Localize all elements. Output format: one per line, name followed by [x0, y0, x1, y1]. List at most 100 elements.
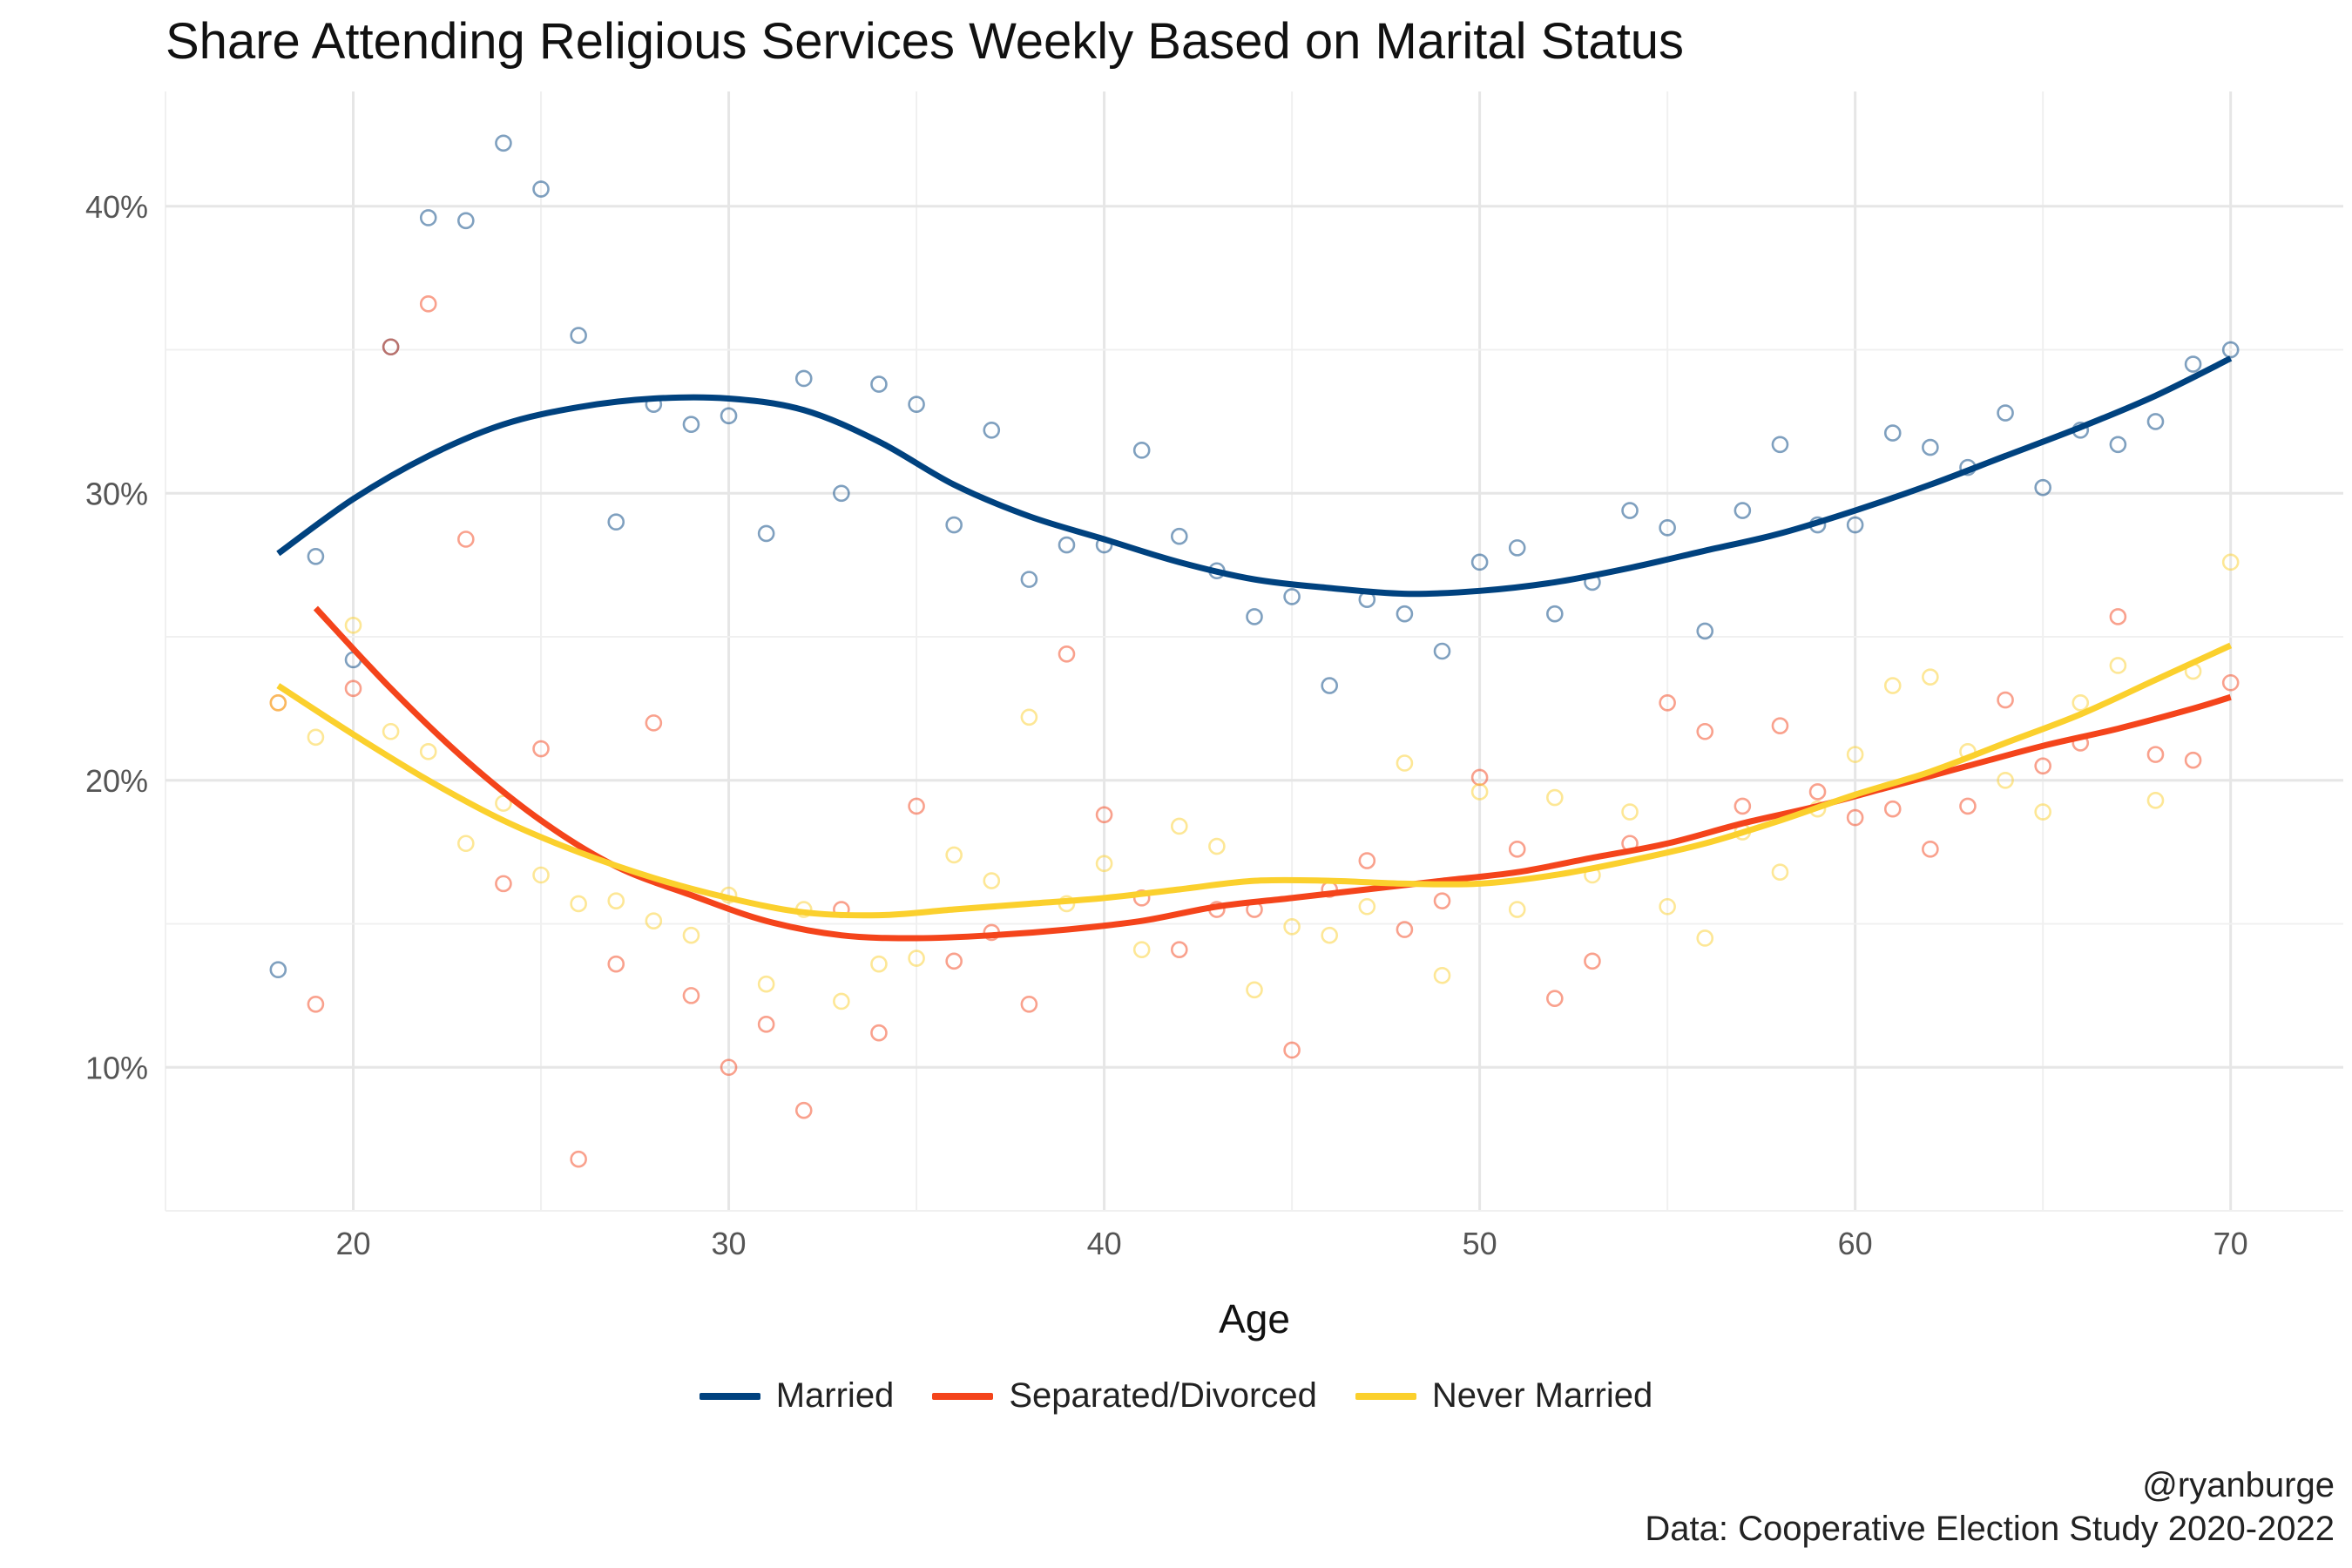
- point-married: [870, 375, 888, 393]
- point-separated-divorced: [1170, 941, 1188, 958]
- point-married: [945, 516, 963, 534]
- point-separated-divorced: [720, 1058, 738, 1077]
- point-never-married: [2109, 657, 2127, 674]
- point-married: [1170, 527, 1188, 545]
- point-never-married: [2146, 792, 2165, 809]
- legend-swatch: [699, 1392, 760, 1400]
- x-tick-label: 70: [2213, 1226, 2248, 1261]
- point-separated-divorced: [1808, 783, 1827, 801]
- point-married: [1696, 622, 1714, 640]
- point-never-married: [1170, 817, 1188, 835]
- point-separated-divorced: [1659, 694, 1676, 712]
- point-never-married: [1546, 788, 1564, 807]
- point-never-married: [757, 975, 775, 993]
- point-never-married: [1470, 783, 1489, 801]
- point-never-married: [495, 794, 512, 812]
- point-separated-divorced: [532, 740, 550, 758]
- point-separated-divorced: [1358, 852, 1376, 869]
- point-separated-divorced: [1283, 1041, 1301, 1059]
- point-separated-divorced: [2034, 757, 2051, 775]
- point-married: [2184, 355, 2202, 373]
- point-never-married: [1508, 901, 1526, 918]
- point-never-married: [457, 835, 475, 853]
- y-tick-label: 10%: [85, 1050, 148, 1085]
- y-tick-label: 40%: [85, 189, 148, 225]
- point-married: [570, 327, 587, 344]
- point-never-married: [1883, 677, 1902, 694]
- point-never-married: [1246, 981, 1263, 999]
- point-married: [720, 407, 738, 425]
- legend-item-married: Married: [699, 1376, 894, 1416]
- point-married: [1659, 519, 1676, 537]
- point-separated-divorced: [1132, 889, 1151, 907]
- point-never-married: [2072, 694, 2090, 712]
- point-separated-divorced: [1020, 995, 1038, 1013]
- point-separated-divorced: [1433, 892, 1451, 909]
- point-married: [532, 180, 550, 198]
- point-separated-divorced: [1734, 797, 1752, 815]
- point-married: [1734, 502, 1752, 519]
- point-separated-divorced: [2146, 746, 2165, 763]
- point-separated-divorced: [645, 714, 663, 732]
- point-separated-divorced: [495, 875, 512, 893]
- point-married: [269, 961, 287, 979]
- point-never-married: [382, 722, 400, 740]
- point-never-married: [1020, 708, 1038, 727]
- point-married: [1433, 642, 1451, 660]
- point-married: [2034, 478, 2051, 497]
- point-never-married: [1396, 754, 1414, 772]
- point-never-married: [269, 694, 287, 712]
- point-never-married: [682, 926, 700, 944]
- point-never-married: [870, 955, 888, 973]
- legend-item-separated-divorced: Separated/Divorced: [932, 1376, 1317, 1416]
- point-separated-divorced: [1508, 841, 1526, 858]
- point-never-married: [1846, 746, 1864, 763]
- point-separated-divorced: [1396, 921, 1414, 938]
- point-never-married: [1997, 771, 2014, 789]
- point-married: [1132, 442, 1151, 459]
- point-married: [495, 134, 512, 152]
- point-separated-divorced: [382, 338, 400, 356]
- x-axis-label: Age: [1219, 1296, 1290, 1342]
- point-married: [682, 416, 700, 434]
- point-separated-divorced: [1959, 797, 1977, 815]
- point-never-married: [1358, 897, 1376, 916]
- point-separated-divorced: [607, 955, 625, 973]
- trend-lines: [276, 355, 2233, 942]
- y-axis-ticks: 10% 20% 30% 40%: [85, 189, 148, 1085]
- point-separated-divorced: [682, 987, 700, 1004]
- point-married: [307, 547, 325, 565]
- point-separated-divorced: [1584, 952, 1601, 970]
- point-married: [1508, 539, 1526, 557]
- point-married: [2109, 436, 2127, 454]
- point-never-married: [1696, 929, 1714, 947]
- point-married: [1396, 605, 1414, 623]
- point-married: [1470, 553, 1489, 571]
- point-separated-divorced: [1883, 800, 1902, 818]
- point-never-married: [2221, 553, 2240, 571]
- x-tick-label: 20: [335, 1226, 370, 1261]
- point-never-married: [532, 866, 550, 884]
- point-separated-divorced: [908, 797, 925, 815]
- point-married: [908, 395, 925, 413]
- legend-label: Never Married: [1431, 1376, 1653, 1415]
- point-separated-divorced: [2184, 751, 2202, 769]
- point-separated-divorced: [870, 1024, 888, 1042]
- chart-title: Share Attending Religious Services Weekl…: [166, 13, 1685, 70]
- point-married: [1321, 677, 1339, 694]
- point-separated-divorced: [1095, 806, 1113, 824]
- point-married: [757, 524, 775, 543]
- y-tick-label: 30%: [85, 476, 148, 511]
- point-never-married: [1659, 897, 1676, 916]
- point-separated-divorced: [794, 1101, 813, 1119]
- point-never-married: [2034, 803, 2051, 821]
- point-never-married: [908, 950, 925, 967]
- point-married: [1846, 516, 1864, 534]
- point-separated-divorced: [1771, 717, 1789, 734]
- point-never-married: [1433, 967, 1451, 984]
- caption-source: Data: Cooperative Election Study 2020-20…: [1645, 1510, 2335, 1548]
- point-married: [1246, 608, 1263, 625]
- point-married: [1283, 588, 1301, 605]
- point-married: [2146, 413, 2165, 430]
